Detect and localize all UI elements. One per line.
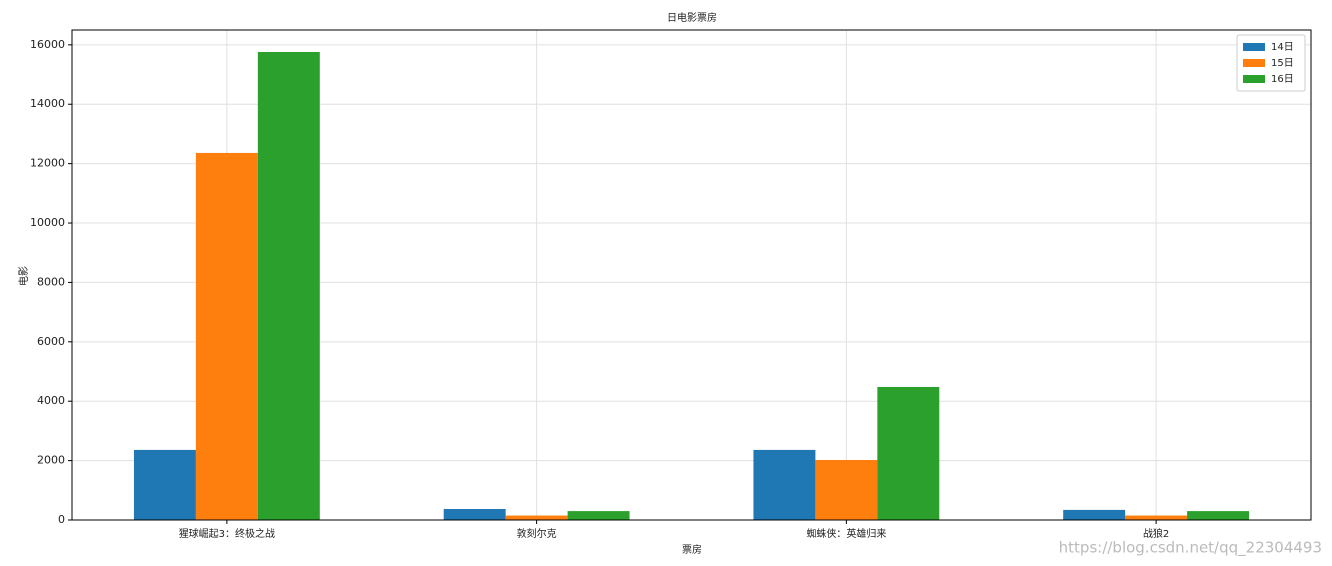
legend-swatch [1243,75,1265,83]
y-tick-label: 0 [58,513,65,526]
bar [753,449,816,520]
y-tick-label: 4000 [37,394,65,407]
plot-frame [71,29,1312,521]
chart-title: 日电影票房 [667,11,717,24]
x-tick-label: 敦刻尔克 [517,527,557,540]
y-tick-label: 12000 [30,157,65,170]
bar [133,449,196,520]
bar [195,152,258,521]
bar [815,460,878,520]
y-tick-label: 2000 [37,454,65,467]
bar [505,515,568,520]
legend-label: 14日 [1271,42,1294,53]
y-tick-label: 16000 [30,38,65,51]
bar [1063,509,1126,520]
x-tick-label: 战狼2 [1143,527,1169,540]
watermark: https://blog.csdn.net/qq_22304493 [1059,539,1322,558]
bar [443,509,506,520]
y-tick-label: 10000 [30,216,65,229]
y-tick-label: 14000 [30,97,65,110]
x-tick-label: 猩球崛起3：终极之战 [179,527,275,540]
bar [1187,511,1250,520]
bar [257,51,320,520]
y-tick-label: 6000 [37,335,65,348]
legend-swatch [1243,59,1265,67]
legend-swatch [1243,43,1265,51]
legend-label: 16日 [1271,74,1294,85]
x-tick-label: 蜘蛛侠：英雄归来 [806,527,886,540]
bar [1125,515,1188,520]
y-axis-label: 电影 [17,266,30,286]
bar [877,386,940,520]
y-tick-label: 8000 [37,275,65,288]
bar [567,511,630,520]
x-axis-label: 票房 [682,543,702,556]
legend-label: 15日 [1271,58,1294,69]
